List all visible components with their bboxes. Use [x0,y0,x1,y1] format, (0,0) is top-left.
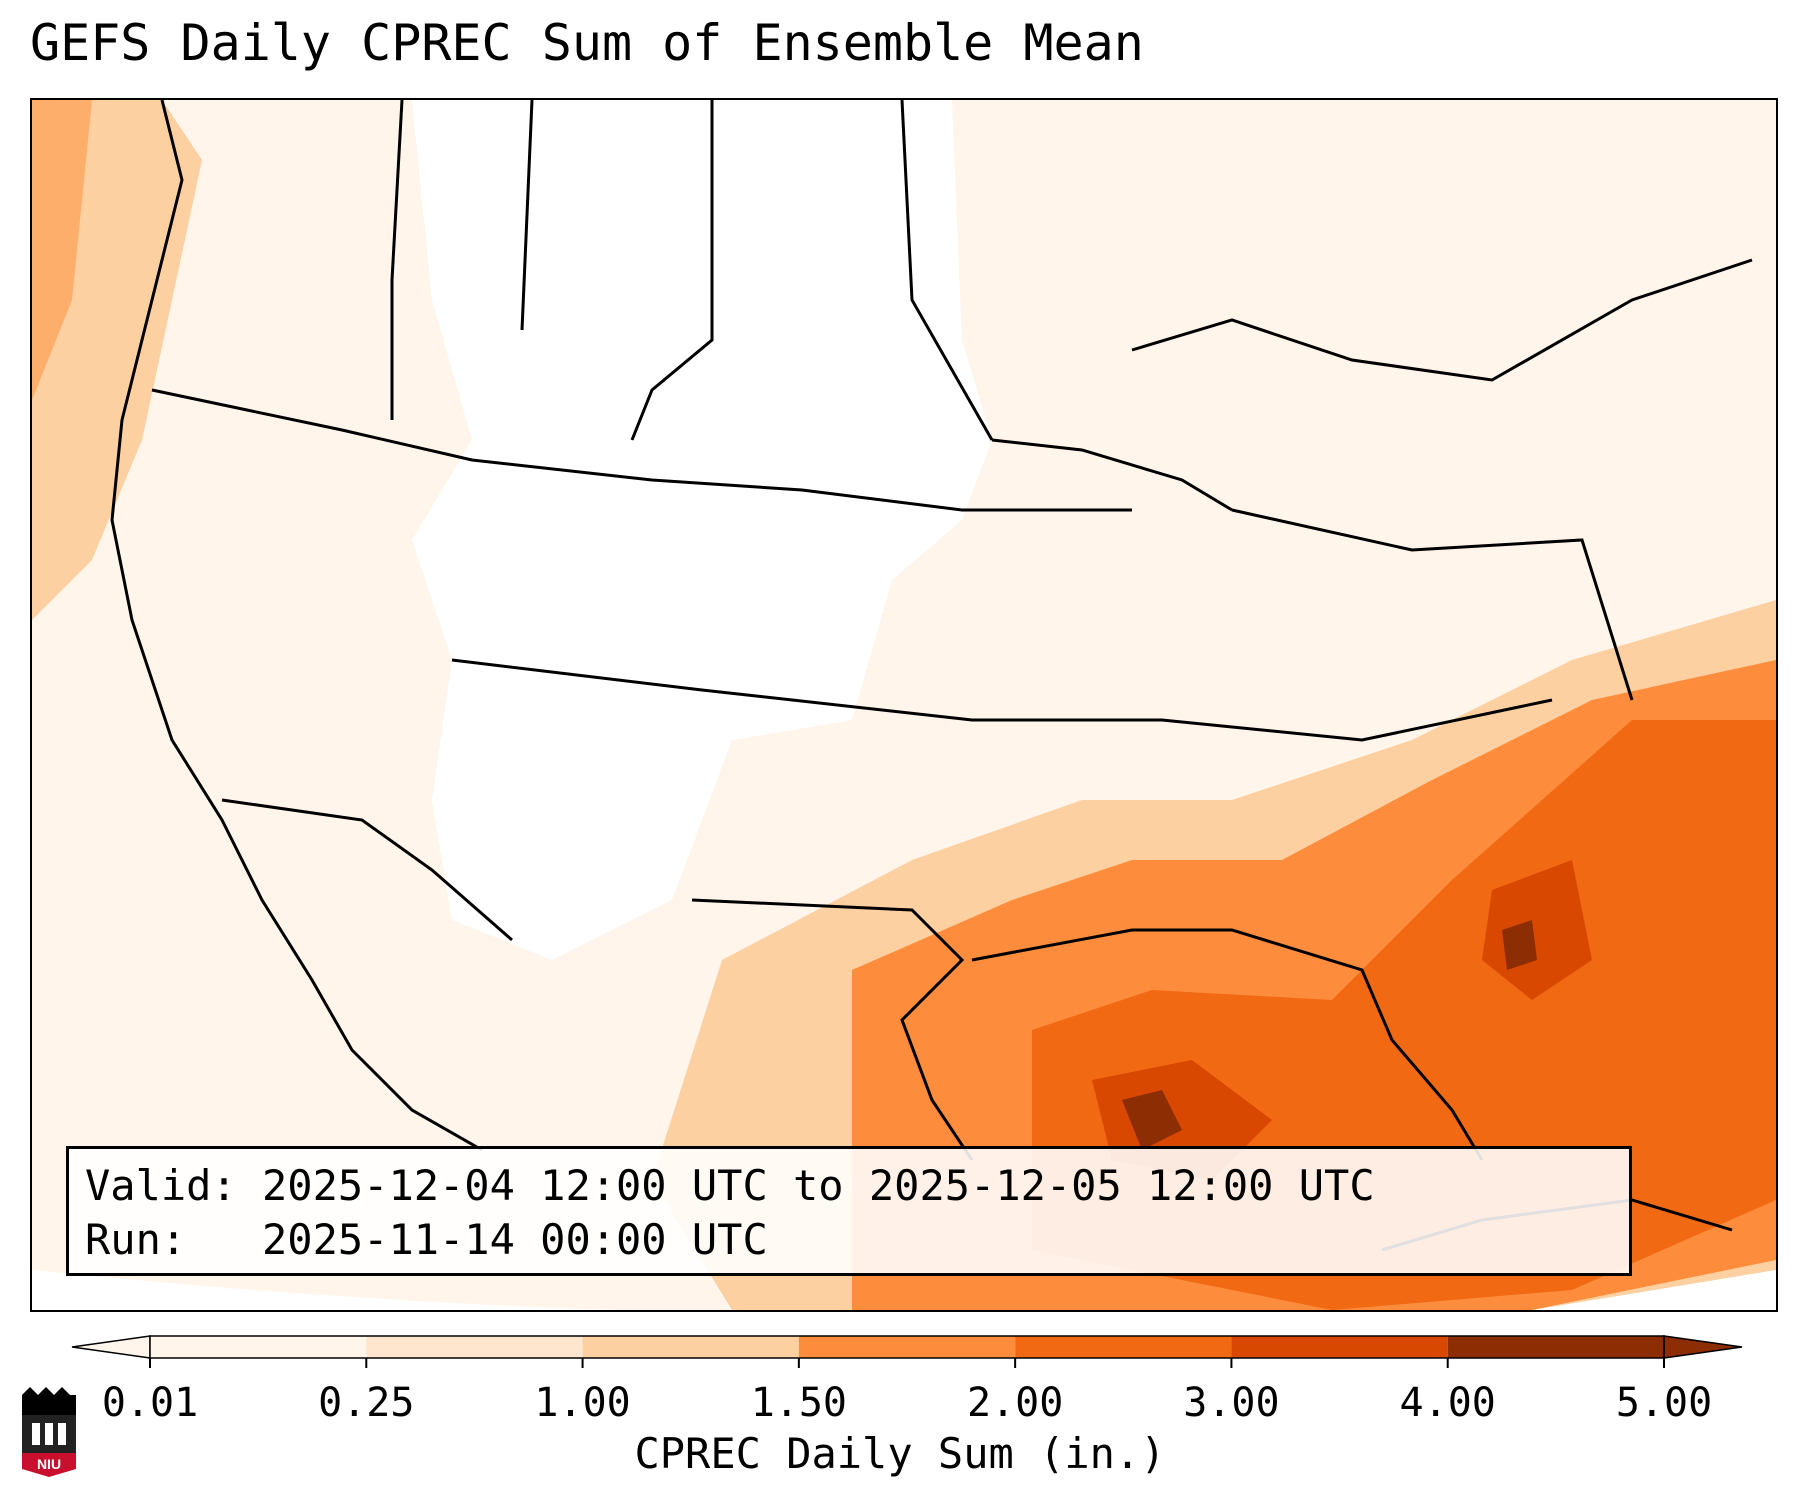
precip-shade-5 [1122,1090,1182,1150]
colorbar-segment [1447,1336,1664,1358]
map-title: GEFS Daily CPREC Sum of Ensemble Mean [30,14,1144,72]
colorbar-tick-label: 1.00 [534,1380,630,1426]
colorbar-label: CPREC Daily Sum (in.) [634,1429,1165,1478]
valid-line: Valid: 2025-12-04 12:00 UTC to 2025-12-0… [85,1159,1613,1213]
coastline-outline [110,100,1753,1252]
run-line: Run: 2025-11-14 00:00 UTC [85,1213,1613,1267]
colorbar-tick-label: 2.00 [967,1380,1063,1426]
colorbar: 0.01 0.25 1.00 1.50 2.00 3.00 4.00 5.00 CPREC D… [71,1335,1743,1478]
colorbar-segment [1015,1336,1232,1358]
colorbar-segment [1231,1336,1448,1358]
colorbar-outline [149,1335,1665,1359]
map-frame[interactable] [30,98,1778,1312]
colorbar-extend-low [71,1335,151,1359]
colorbar-segment [582,1336,799,1358]
colorbar-tick-label: 5.00 [1616,1380,1712,1426]
colorbar-segment [798,1336,1016,1358]
valid-value: 2025-12-04 12:00 UTC to 2025-12-05 12:00… [262,1161,1375,1210]
niu-logo-icon: NIU [22,1387,76,1477]
run-value: 2025-11-14 00:00 UTC [262,1215,768,1264]
precip-map[interactable] [32,100,1776,1310]
precip-shade-none [412,100,992,960]
logo-text: NIU [37,1456,61,1472]
colorbar-tick-label: 3.00 [1183,1380,1279,1426]
colorbar-tick-label: 0.25 [318,1380,414,1426]
colorbar-segment [366,1336,583,1358]
valid-label: Valid: [85,1161,237,1210]
colorbar-segment [150,1336,367,1358]
colorbar-tick-label: 0.01 [102,1380,198,1426]
colorbar-tick-label: 4.00 [1400,1380,1496,1426]
colorbar-tick-label: 1.50 [751,1380,847,1426]
info-box: Valid: 2025-12-04 12:00 UTC to 2025-12-0… [66,1146,1632,1276]
colorbar-extend-high [1663,1335,1743,1359]
run-label: Run: [85,1215,187,1264]
